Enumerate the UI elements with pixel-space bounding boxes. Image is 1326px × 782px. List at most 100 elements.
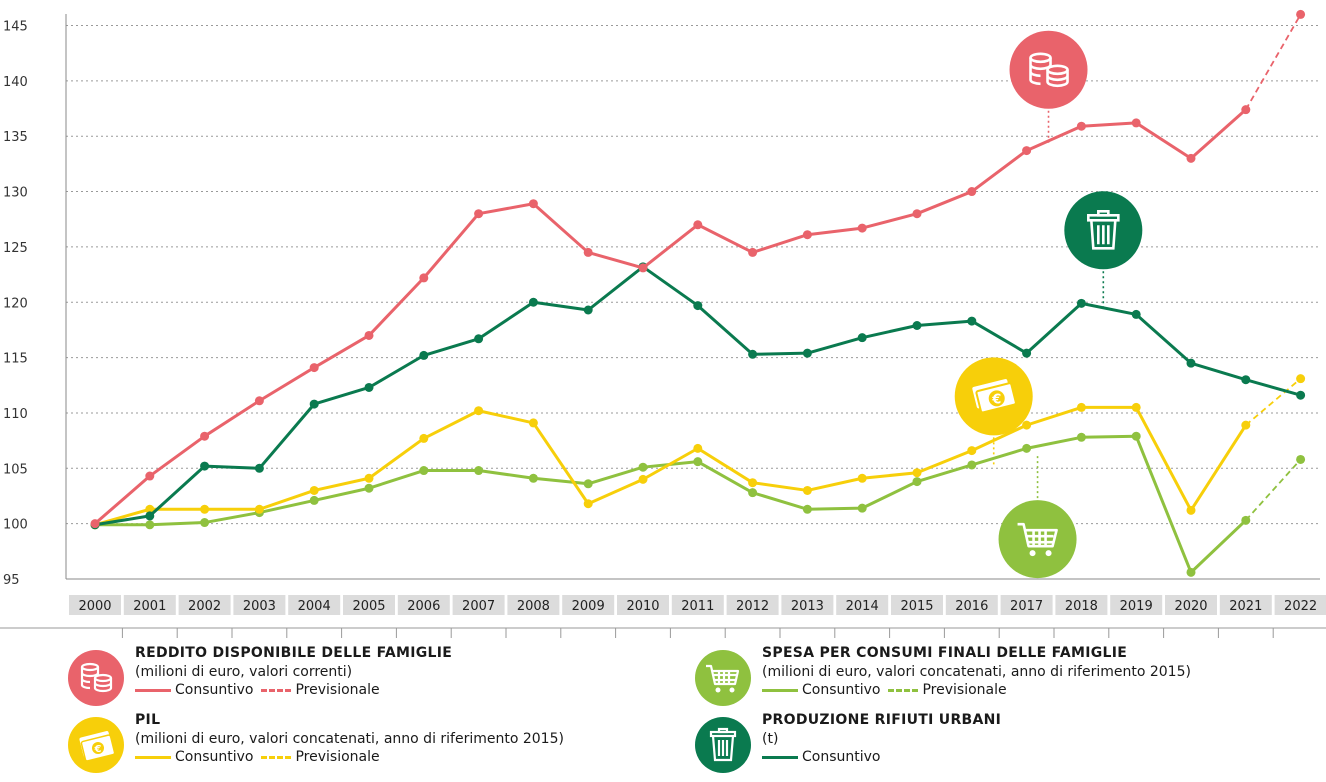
legend-solid-swatch (135, 755, 171, 759)
x-tick-box (781, 595, 834, 615)
y-tick-label: 125 (3, 241, 28, 256)
data-point (748, 488, 758, 498)
y-tick-label: 145 (3, 20, 28, 35)
data-point (967, 460, 977, 470)
x-tick-box (69, 595, 121, 615)
data-point (748, 349, 758, 359)
x-tick-label: 2008 (517, 599, 550, 614)
x-tick-box (343, 595, 395, 615)
shopping-cart-icon (998, 500, 1077, 579)
x-tick-box (617, 595, 669, 615)
legend-actual-label: Consuntivo (802, 749, 881, 765)
x-tick-box (123, 595, 176, 615)
legend-title: SPESA PER CONSUMI FINALI DELLE FAMIGLIE (762, 645, 1128, 661)
data-point (1296, 374, 1306, 384)
x-tick-label: 2003 (243, 599, 276, 614)
x-tick-box (233, 595, 286, 615)
data-point (583, 479, 593, 489)
x-tick-box (1165, 595, 1217, 615)
data-point (1131, 118, 1141, 128)
data-point (1241, 515, 1251, 525)
data-point (1076, 402, 1086, 412)
data-point (254, 396, 264, 406)
legend-dashed-swatch (888, 688, 919, 692)
data-point (528, 473, 538, 483)
data-point (364, 330, 374, 340)
trash-bin-icon (1064, 191, 1143, 270)
grid-lines (66, 25, 1320, 525)
series-line (94, 405, 1248, 527)
legend-subtitle: (milioni di euro, valori concatenati, an… (135, 731, 564, 747)
data-point (364, 473, 374, 483)
series-line (94, 108, 1247, 525)
legend-actual-label: Consuntivo (802, 682, 881, 698)
data-point (857, 503, 867, 513)
data-point (309, 485, 319, 495)
y-tick-label: 120 (3, 296, 28, 311)
data-point (857, 473, 867, 483)
legend-solid-swatch (135, 688, 171, 692)
data-point (90, 519, 100, 529)
data-point (1186, 153, 1196, 163)
legend-key: Consuntivo Previsionale (762, 682, 1007, 698)
x-tick-label: 2020 (1174, 599, 1207, 614)
x-tick-label: 2021 (1229, 599, 1262, 614)
trash-bin-icon (695, 717, 751, 773)
data-point (419, 350, 429, 360)
x-tick-label: 2022 (1284, 599, 1317, 614)
data-point (693, 457, 703, 467)
legend-key: Consuntivo Previsionale (135, 749, 380, 765)
data-point (200, 504, 210, 514)
data-point (528, 199, 538, 209)
data-point (1076, 432, 1086, 442)
data-point (583, 247, 593, 257)
data-point (474, 334, 484, 344)
data-point (912, 209, 922, 219)
data-point (1296, 390, 1306, 400)
series-reddito (90, 9, 1306, 529)
y-tick-label: 130 (3, 186, 28, 201)
data-point (1022, 443, 1032, 453)
x-tick-label: 2002 (188, 599, 221, 614)
legend-rifiuti: PRODUZIONE RIFIUTI URBANI (t) Consuntivo (695, 712, 1326, 782)
x-tick-label: 2012 (736, 599, 769, 614)
coins-icon (68, 650, 124, 706)
y-tick-label: 140 (3, 75, 28, 90)
data-point (802, 504, 812, 514)
legend-dashed-swatch (261, 755, 292, 759)
legend-actual-label: Consuntivo (175, 682, 254, 698)
data-point (1241, 105, 1251, 115)
series-forecast-line (1245, 458, 1302, 521)
data-point (1022, 420, 1032, 430)
data-point (1241, 375, 1251, 385)
data-point (912, 477, 922, 487)
shopping-cart-icon (695, 650, 751, 706)
data-point (474, 209, 484, 219)
data-point (1131, 431, 1141, 441)
legend-subtitle: (t) (762, 731, 779, 747)
data-point (200, 518, 210, 528)
legend-title: PRODUZIONE RIFIUTI URBANI (762, 712, 1002, 728)
x-tick-box (1219, 595, 1272, 615)
x-tick-label: 2016 (955, 599, 988, 614)
data-point (364, 382, 374, 392)
x-tick-label: 2013 (791, 599, 824, 614)
x-tick-label: 2006 (407, 599, 440, 614)
data-point (200, 431, 210, 441)
y-tick-label: 100 (3, 518, 28, 533)
legend-title: PIL (135, 712, 161, 728)
data-point (1076, 298, 1086, 308)
data-point (309, 399, 319, 409)
banknote-euro-icon: € (954, 357, 1033, 436)
data-point (145, 511, 155, 521)
data-point (528, 418, 538, 428)
data-point (419, 433, 429, 443)
data-point (967, 187, 977, 197)
data-point (145, 504, 155, 514)
data-point (254, 504, 264, 514)
data-point (912, 468, 922, 478)
data-point (364, 483, 374, 493)
x-tick-label: 2010 (626, 599, 659, 614)
x-axis: 2000 2001 2002 2003 2004 2005 2006 2007 2008 2009… (0, 595, 1326, 638)
icon-badge (998, 500, 1077, 579)
